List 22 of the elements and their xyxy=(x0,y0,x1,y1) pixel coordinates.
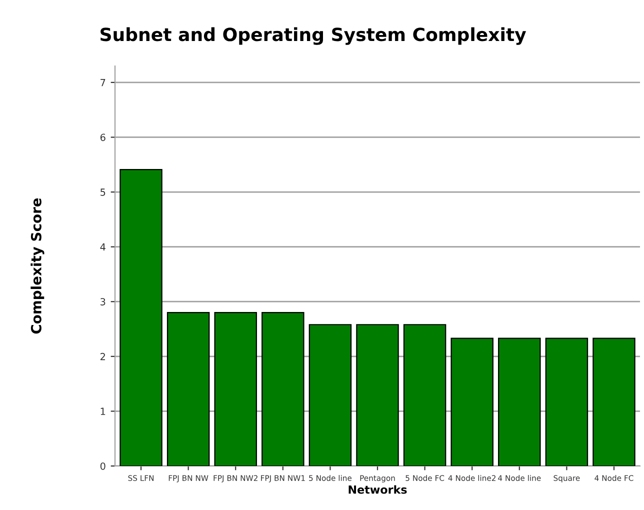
y-tick-label: 3 xyxy=(100,298,106,306)
y-axis-title: Complexity Score xyxy=(30,198,44,334)
bar xyxy=(120,169,162,466)
y-tick-label: 7 xyxy=(100,79,106,86)
bar xyxy=(214,312,257,466)
y-tick-label: 5 xyxy=(100,188,106,196)
bar xyxy=(262,312,304,466)
chart-title: Subnet and Operating System Complexity xyxy=(100,27,526,45)
bar xyxy=(308,324,352,466)
bar xyxy=(403,324,446,466)
bar xyxy=(166,312,210,466)
y-tick-label: 6 xyxy=(100,134,106,142)
bar xyxy=(592,338,636,466)
y-tick-label: 4 xyxy=(100,243,106,251)
bar xyxy=(545,338,588,466)
bar xyxy=(450,338,494,466)
y-tick-label: 0 xyxy=(100,462,106,470)
x-axis-title: Networks xyxy=(348,485,407,494)
y-tick-label: 1 xyxy=(100,408,106,415)
y-tick-label: 2 xyxy=(100,352,105,360)
bar xyxy=(498,338,541,466)
bar xyxy=(356,324,399,466)
